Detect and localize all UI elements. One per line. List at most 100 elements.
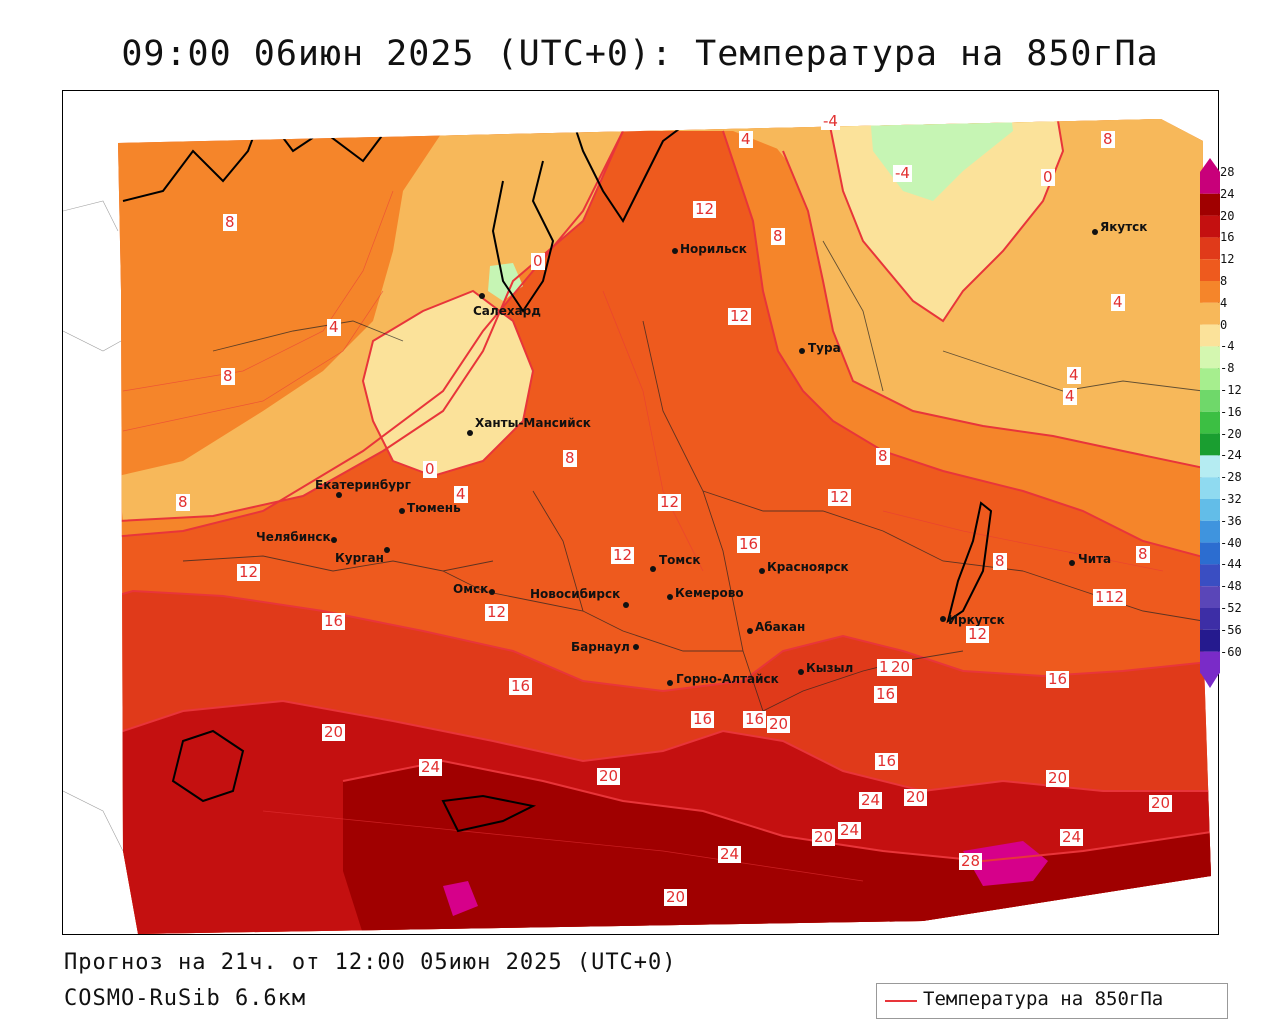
contour-label: 24 bbox=[1060, 828, 1084, 846]
contour-label: 20 bbox=[904, 788, 928, 806]
contour-label: 24 bbox=[859, 791, 883, 809]
colorbar-swatch bbox=[1200, 368, 1220, 390]
colorbar-tick-label: -44 bbox=[1220, 557, 1242, 572]
contour-label: 20 bbox=[322, 723, 346, 741]
contour-label: 20 bbox=[889, 658, 913, 676]
contour-label: 12 bbox=[828, 488, 852, 506]
contour-label: 16 bbox=[737, 535, 761, 553]
contour-label: 8 bbox=[223, 213, 237, 231]
colorbar-swatch bbox=[1200, 608, 1220, 630]
colorbar-swatch bbox=[1200, 433, 1220, 456]
contour-label: 8 bbox=[221, 367, 235, 385]
contour-label: 20 bbox=[767, 715, 791, 733]
colorbar-tick-label: -28 bbox=[1220, 470, 1242, 485]
contour-label: 8 bbox=[1101, 130, 1115, 148]
colorbar-swatch bbox=[1200, 499, 1220, 521]
contour-label: 16 bbox=[874, 685, 898, 703]
minor-isolines bbox=[122, 190, 1164, 882]
contour-label: 20 bbox=[664, 888, 688, 906]
contour-label: 24 bbox=[419, 758, 443, 776]
contour-lines bbox=[118, 119, 1211, 863]
contour-label: 4 bbox=[1067, 366, 1081, 384]
colorbar-swatch bbox=[1200, 390, 1220, 412]
colorbar-swatch bbox=[1200, 237, 1220, 260]
contour-label: 4 bbox=[327, 318, 341, 336]
colorbar-tick-label: 8 bbox=[1220, 274, 1228, 288]
colorbar-tick-label: -32 bbox=[1220, 492, 1242, 506]
contour-label: 16 bbox=[691, 710, 715, 728]
contour-label: -4 bbox=[893, 164, 912, 182]
contour-label: 8 bbox=[563, 449, 577, 467]
colorbar-tick-label: -48 bbox=[1220, 579, 1242, 594]
coastline bbox=[122, 119, 993, 833]
contour-label: 4 bbox=[1111, 293, 1125, 311]
contour-label: 8 bbox=[1136, 545, 1150, 563]
contour-label: 8 bbox=[876, 447, 890, 465]
contour-label: 24 bbox=[718, 845, 742, 863]
contour-label: 0 bbox=[531, 252, 545, 270]
contour-label: 16 bbox=[875, 752, 899, 770]
colorbar-tick-label: -60 bbox=[1220, 644, 1242, 659]
colorbar-swatch bbox=[1200, 629, 1220, 652]
contour-label: 16 bbox=[509, 677, 533, 695]
colorbar-tick-label: 20 bbox=[1220, 208, 1235, 223]
colorbar-tick-label: -24 bbox=[1220, 448, 1242, 463]
colorbar-swatch bbox=[1200, 302, 1220, 325]
contour-label: 0 bbox=[1041, 168, 1055, 186]
colorbar-swatch bbox=[1200, 564, 1220, 587]
colorbar-tick-label: 24 bbox=[1220, 186, 1235, 201]
colorbar-tick-label: 16 bbox=[1220, 230, 1235, 245]
legend: Температура на 850гПа bbox=[876, 983, 1228, 1019]
map-title: 09:00 06июн 2025 (UTC+0): Температура на… bbox=[121, 34, 1159, 74]
contour-label: 12 bbox=[485, 603, 509, 621]
colorbar-tick-label: -16 bbox=[1220, 404, 1242, 419]
contour-label: 16 bbox=[743, 710, 767, 728]
colorbar-tick-label: -4 bbox=[1220, 339, 1235, 354]
colorbar-tick-label: 12 bbox=[1220, 252, 1235, 267]
admin-boundaries bbox=[182, 240, 1204, 712]
contour-label: 0 bbox=[423, 460, 437, 478]
colorbar-swatch bbox=[1200, 411, 1220, 434]
colorbar-tick-label: -20 bbox=[1220, 426, 1242, 441]
colorbar-swatch bbox=[1200, 542, 1220, 565]
colorbar-tick-label: 0 bbox=[1220, 317, 1228, 332]
colorbar-swatch bbox=[1200, 455, 1220, 478]
contour-label: 8 bbox=[176, 493, 190, 511]
legend-line-swatch bbox=[885, 1000, 917, 1002]
colorbar-swatch bbox=[1200, 193, 1220, 216]
contour-label: 12 bbox=[966, 625, 990, 643]
colorbar: 28 24 20 16 12 8 4 0 -4 -8 -12 -16 -20 -24 -28 -32 -36 -4… bbox=[1200, 158, 1280, 698]
field-24 bbox=[343, 761, 1211, 934]
contour-label: 28 bbox=[959, 852, 983, 870]
colorbar-tick-label: 28 bbox=[1220, 165, 1235, 179]
colorbar-tick-label: -56 bbox=[1220, 622, 1242, 637]
field-28 bbox=[963, 841, 1048, 886]
contour-label: 20 bbox=[1046, 769, 1070, 787]
contour-label: 16 bbox=[1046, 670, 1070, 688]
colorbar-swatch bbox=[1200, 281, 1220, 303]
colorbar-swatch bbox=[1200, 172, 1220, 194]
colorbar-tick-label: -8 bbox=[1220, 361, 1235, 376]
colorbar-swatch bbox=[1200, 259, 1220, 281]
colorbar-swatch bbox=[1200, 324, 1220, 347]
colorbar-tick-label: -52 bbox=[1220, 601, 1242, 615]
contour-label: 12 bbox=[693, 200, 717, 218]
contour-label: 4 bbox=[454, 485, 468, 503]
colorbar-swatch bbox=[1200, 346, 1220, 369]
contour-label: 12 bbox=[728, 307, 752, 325]
colorbar-tick-label: -12 bbox=[1220, 383, 1242, 397]
colorbar-swatch bbox=[1200, 586, 1220, 608]
contour-label: 12 bbox=[1103, 588, 1127, 606]
contour-label: 4 bbox=[739, 130, 753, 148]
contour-label: 16 bbox=[322, 612, 346, 630]
contour-label: 4 bbox=[1063, 387, 1077, 405]
colorbar-swatch bbox=[1200, 651, 1220, 674]
contour-label: 20 bbox=[1149, 794, 1173, 812]
contour-label: 20 bbox=[597, 767, 621, 785]
contour-label: 24 bbox=[838, 821, 862, 839]
colorbar-swatch bbox=[1200, 477, 1220, 499]
colorbar-tick-label: 4 bbox=[1220, 295, 1228, 310]
contour-label: 8 bbox=[771, 227, 785, 245]
colorbar-swatch bbox=[1200, 215, 1220, 238]
contour-label: 8 bbox=[993, 552, 1007, 570]
